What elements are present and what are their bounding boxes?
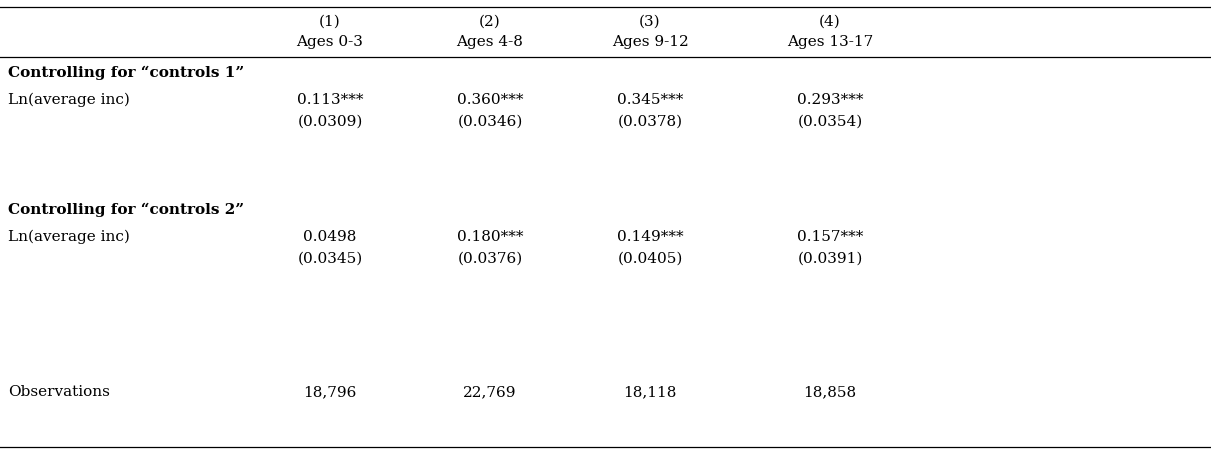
Text: (3): (3) <box>639 15 661 29</box>
Text: Observations: Observations <box>8 384 110 398</box>
Text: 18,118: 18,118 <box>624 384 677 398</box>
Text: (4): (4) <box>819 15 840 29</box>
Text: 0.360***: 0.360*** <box>457 93 523 107</box>
Text: 0.345***: 0.345*** <box>616 93 683 107</box>
Text: 18,858: 18,858 <box>803 384 856 398</box>
Text: 0.0498: 0.0498 <box>303 229 357 243</box>
Text: 0.149***: 0.149*** <box>616 229 683 243</box>
Text: (1): (1) <box>320 15 340 29</box>
Text: 22,769: 22,769 <box>464 384 517 398</box>
Text: Ages 9-12: Ages 9-12 <box>612 35 688 49</box>
Text: Ages 4-8: Ages 4-8 <box>457 35 523 49</box>
Text: 0.113***: 0.113*** <box>297 93 363 107</box>
Text: Controlling for “controls 2”: Controlling for “controls 2” <box>8 202 245 217</box>
Text: Ln(average inc): Ln(average inc) <box>8 93 130 107</box>
Text: (0.0345): (0.0345) <box>298 252 362 265</box>
Text: (0.0354): (0.0354) <box>797 115 862 129</box>
Text: (0.0391): (0.0391) <box>797 252 862 265</box>
Text: 0.293***: 0.293*** <box>797 93 863 107</box>
Text: Ln(average inc): Ln(average inc) <box>8 229 130 244</box>
Text: (0.0309): (0.0309) <box>298 115 362 129</box>
Text: (0.0376): (0.0376) <box>458 252 523 265</box>
Text: 0.180***: 0.180*** <box>457 229 523 243</box>
Text: 0.157***: 0.157*** <box>797 229 863 243</box>
Text: (0.0346): (0.0346) <box>458 115 523 129</box>
Text: (0.0378): (0.0378) <box>618 115 683 129</box>
Text: Ages 13-17: Ages 13-17 <box>787 35 873 49</box>
Text: (0.0405): (0.0405) <box>618 252 683 265</box>
Text: Controlling for “controls 1”: Controlling for “controls 1” <box>8 66 245 80</box>
Text: (2): (2) <box>480 15 501 29</box>
Text: Ages 0-3: Ages 0-3 <box>297 35 363 49</box>
Text: 18,796: 18,796 <box>303 384 357 398</box>
